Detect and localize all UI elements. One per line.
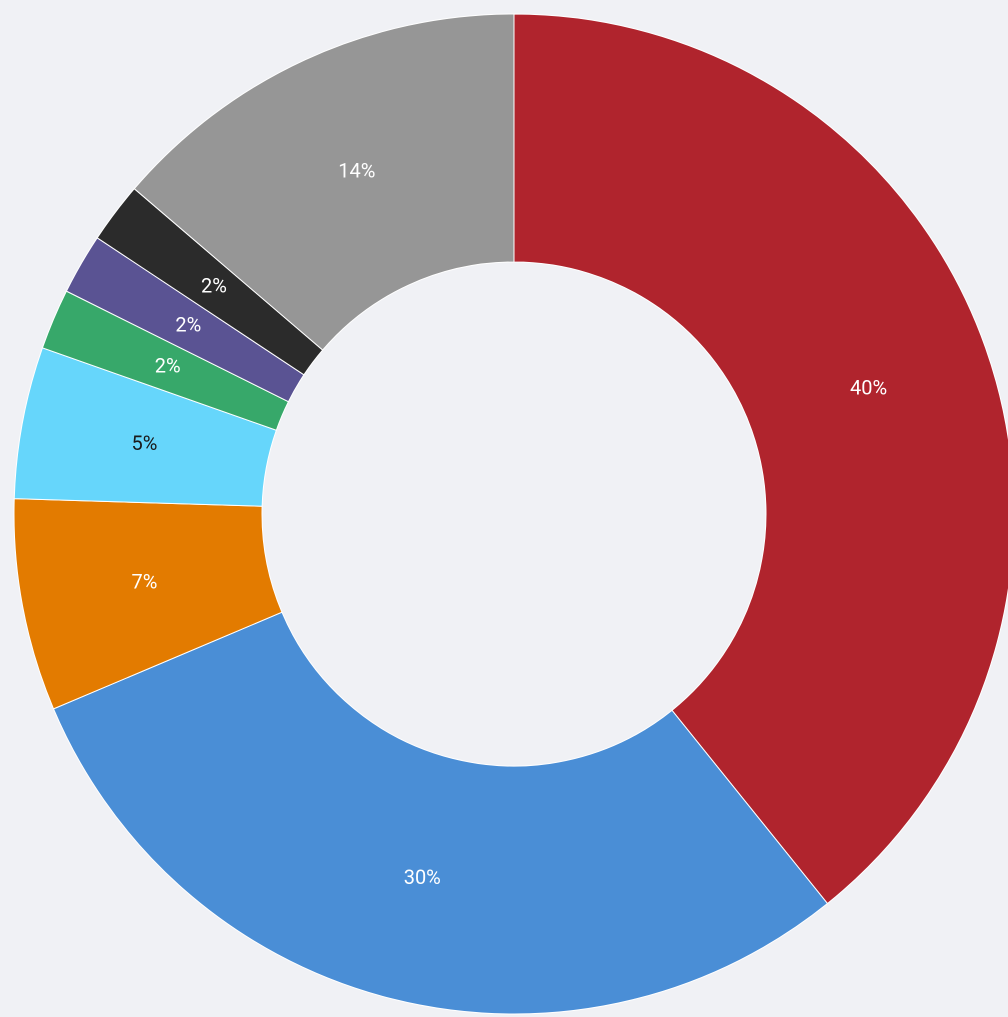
data-label: 2% bbox=[175, 312, 201, 336]
data-label: 40% bbox=[850, 375, 887, 399]
data-label: 2% bbox=[155, 354, 181, 378]
donut-segment bbox=[52, 611, 829, 1015]
data-label: 2% bbox=[201, 274, 227, 298]
data-label: 5% bbox=[131, 431, 157, 455]
data-label: 7% bbox=[131, 569, 157, 593]
data-label: 30% bbox=[404, 865, 441, 889]
donut-segment bbox=[513, 13, 1008, 905]
donut-segment bbox=[133, 13, 515, 351]
data-label: 14% bbox=[338, 159, 375, 183]
